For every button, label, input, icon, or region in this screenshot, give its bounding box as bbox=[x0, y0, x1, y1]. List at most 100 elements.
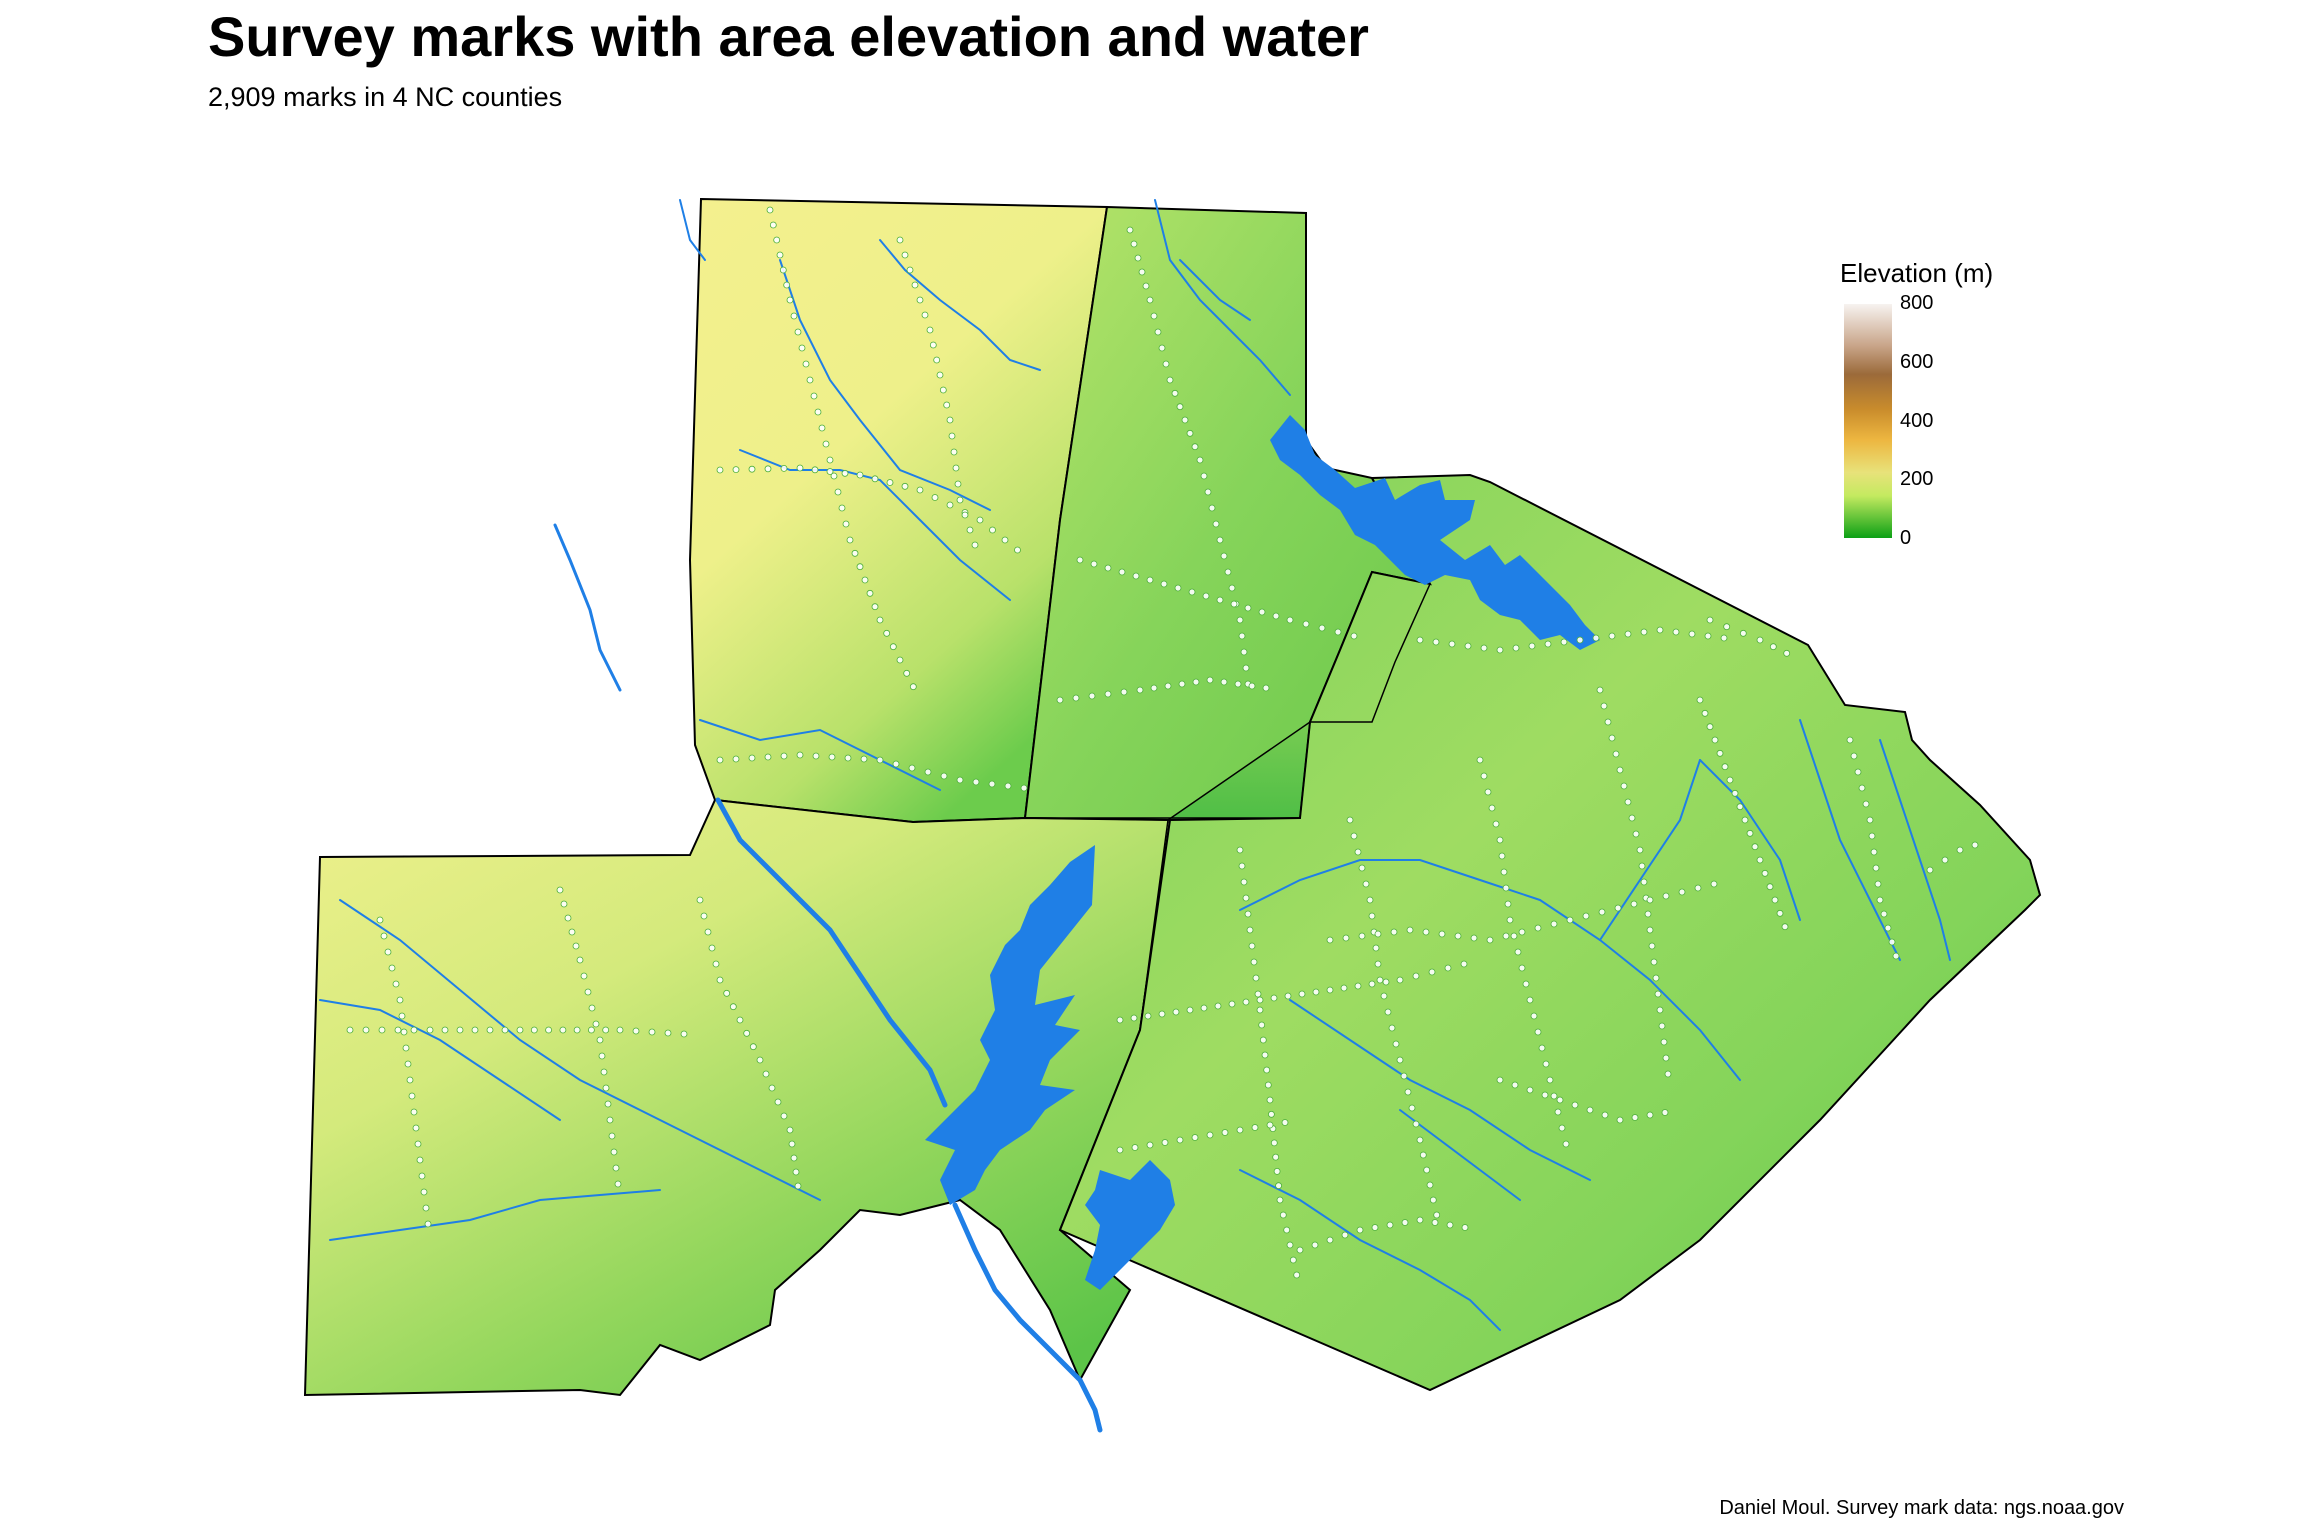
survey-mark bbox=[422, 1204, 430, 1212]
survey-mark bbox=[1640, 628, 1648, 636]
survey-mark bbox=[1248, 682, 1256, 690]
survey-mark bbox=[1502, 932, 1510, 940]
survey-mark bbox=[1202, 592, 1210, 600]
survey-mark bbox=[1162, 360, 1170, 368]
survey-mark bbox=[1486, 936, 1494, 944]
survey-mark bbox=[614, 1180, 622, 1188]
survey-mark bbox=[1504, 900, 1512, 908]
survey-mark bbox=[1236, 846, 1244, 854]
survey-mark bbox=[794, 328, 802, 336]
survey-mark bbox=[1286, 1241, 1294, 1249]
survey-mark bbox=[1396, 1056, 1404, 1064]
survey-mark bbox=[856, 471, 864, 479]
survey-mark bbox=[1252, 974, 1260, 982]
survey-mark bbox=[1376, 976, 1384, 984]
survey-mark bbox=[780, 464, 788, 472]
survey-mark bbox=[780, 752, 788, 760]
survey-mark bbox=[1263, 1066, 1271, 1074]
survey-mark bbox=[886, 479, 894, 486]
survey-mark bbox=[1656, 1006, 1664, 1014]
survey-mark bbox=[1264, 1081, 1272, 1089]
survey-mark bbox=[1510, 932, 1518, 940]
survey-mark bbox=[1560, 638, 1568, 646]
survey-mark bbox=[826, 456, 834, 464]
survey-mark bbox=[1104, 564, 1112, 572]
survey-mark bbox=[924, 768, 932, 776]
survey-mark bbox=[1672, 628, 1680, 636]
survey-mark bbox=[1542, 1060, 1550, 1068]
survey-mark bbox=[1181, 416, 1189, 424]
rivers bbox=[319, 199, 1951, 1433]
survey-mark bbox=[1366, 896, 1374, 904]
survey-mark bbox=[559, 1026, 567, 1034]
survey-mark bbox=[1251, 1124, 1259, 1131]
survey-mark bbox=[1248, 942, 1256, 950]
survey-mark bbox=[844, 754, 852, 762]
survey-mark bbox=[1423, 1166, 1431, 1174]
survey-mark bbox=[501, 1026, 509, 1034]
survey-mark bbox=[1862, 800, 1870, 808]
survey-mark bbox=[1166, 376, 1174, 384]
survey-mark bbox=[1221, 1129, 1229, 1136]
survey-mark bbox=[1460, 960, 1468, 968]
survey-mark bbox=[1164, 682, 1172, 690]
survey-mark bbox=[1530, 1012, 1538, 1020]
legend-color-bar bbox=[1844, 304, 1892, 538]
survey-mark bbox=[786, 296, 794, 304]
survey-mark bbox=[1176, 403, 1184, 411]
survey-mark bbox=[1076, 556, 1084, 564]
survey-mark bbox=[1726, 776, 1734, 784]
survey-mark bbox=[1888, 938, 1896, 946]
survey-mark bbox=[911, 281, 919, 289]
survey-mark bbox=[768, 1084, 776, 1092]
survey-mark bbox=[1392, 1040, 1400, 1048]
survey-mark bbox=[1716, 749, 1724, 757]
survey-mark bbox=[1408, 1104, 1416, 1112]
survey-mark bbox=[956, 496, 964, 504]
survey-mark bbox=[1444, 964, 1452, 972]
survey-mark bbox=[1200, 1004, 1208, 1012]
survey-mark bbox=[1554, 1108, 1562, 1116]
survey-mark bbox=[416, 1156, 424, 1164]
survey-mark bbox=[842, 520, 850, 528]
survey-mark bbox=[796, 464, 804, 472]
survey-mark bbox=[1191, 443, 1199, 451]
survey-mark bbox=[901, 251, 909, 259]
survey-mark bbox=[1498, 852, 1506, 860]
survey-mark bbox=[834, 488, 842, 496]
survey-mark bbox=[564, 914, 572, 922]
survey-mark bbox=[892, 760, 900, 768]
survey-mark bbox=[1433, 1211, 1441, 1219]
survey-mark bbox=[1172, 1008, 1180, 1016]
survey-mark bbox=[1259, 1036, 1267, 1044]
survey-mark bbox=[1186, 1006, 1194, 1014]
survey-mark bbox=[861, 576, 869, 584]
survey-mark bbox=[632, 1027, 640, 1035]
survey-mark bbox=[1284, 992, 1292, 1000]
survey-mark bbox=[1416, 1136, 1424, 1144]
legend-tick-label: 800 bbox=[1900, 292, 1934, 314]
survey-mark bbox=[810, 392, 818, 400]
survey-mark bbox=[1014, 546, 1021, 554]
survey-mark bbox=[1350, 632, 1358, 640]
survey-mark bbox=[1242, 664, 1250, 672]
survey-mark bbox=[896, 236, 904, 244]
survey-mark bbox=[1318, 624, 1326, 632]
survey-mark bbox=[1514, 948, 1522, 956]
survey-mark bbox=[1072, 694, 1080, 702]
legend-tick-label: 200 bbox=[1900, 468, 1934, 490]
survey-mark bbox=[1354, 982, 1362, 990]
survey-mark bbox=[1710, 880, 1718, 888]
survey-mark bbox=[939, 386, 947, 394]
survey-mark bbox=[773, 236, 781, 244]
survey-mark bbox=[762, 1070, 770, 1078]
survey-mark bbox=[811, 466, 819, 474]
survey-mark bbox=[896, 656, 904, 664]
survey-mark bbox=[1230, 600, 1238, 608]
survey-mark bbox=[1382, 978, 1390, 986]
survey-mark bbox=[1242, 998, 1250, 1006]
survey-mark bbox=[596, 1036, 604, 1044]
survey-mark bbox=[1240, 878, 1248, 886]
survey-mark bbox=[1596, 686, 1604, 694]
